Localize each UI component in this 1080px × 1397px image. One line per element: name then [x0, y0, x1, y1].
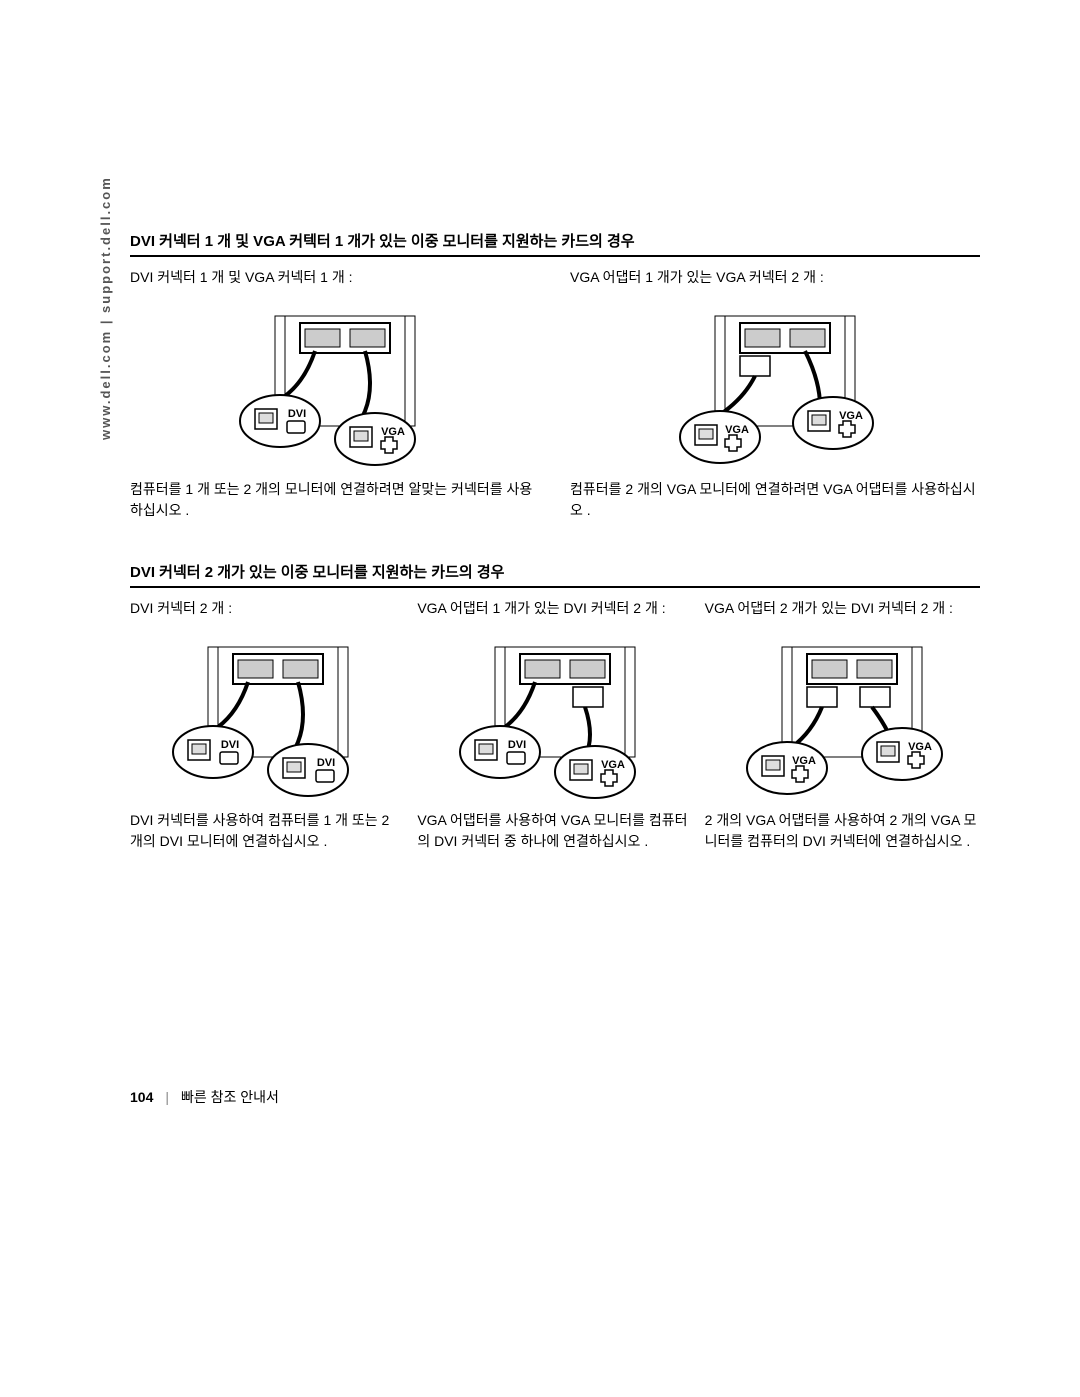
diagram-dvi-2vga-adapter: VGA VGA [705, 642, 980, 802]
page-number: 104 [130, 1089, 153, 1105]
section2-col3-top: VGA 어댑터 2 개가 있는 DVI 커넥터 2 개 : [705, 598, 980, 634]
section1-left: DVI 커넥터 1 개 및 VGA 커넥터 1 개 : DVI [130, 267, 540, 521]
page-footer: 104 | 빠른 참조 안내서 [130, 1087, 279, 1107]
section2-col2-top: VGA 어댑터 1 개가 있는 DVI 커넥터 2 개 : [417, 598, 692, 634]
section1-left-top: DVI 커넥터 1 개 및 VGA 커넥터 1 개 : [130, 267, 540, 303]
diagram-vga-vga: VGA VGA [570, 311, 980, 471]
diagram-dvi-dvi: DVI DVI [130, 642, 405, 802]
page-content: DVI 커넥터 1 개 및 VGA 커텍터 1 개가 있는 이중 모니터를 지원… [130, 230, 980, 892]
label-vga: VGA [908, 741, 932, 753]
label-vga: VGA [839, 410, 863, 422]
label-vga: VGA [725, 424, 749, 436]
section1-left-bottom: 컴퓨터를 1 개 또는 2 개의 모니터에 연결하려면 알맞는 커넥터를 사용하… [130, 479, 540, 521]
side-url: www.dell.com | support.dell.com [98, 176, 113, 440]
section2-col2-bottom: VGA 어댑터를 사용하여 VGA 모니터를 컴퓨터의 DVI 커넥터 중 하나… [417, 810, 692, 852]
label-vga: VGA [792, 755, 816, 767]
section1-header: DVI 커넥터 1 개 및 VGA 커텍터 1 개가 있는 이중 모니터를 지원… [130, 230, 980, 257]
label-dvi: DVI [288, 408, 306, 420]
footer-title: 빠른 참조 안내서 [181, 1087, 279, 1107]
section2-col1-bottom: DVI 커넥터를 사용하여 컴퓨터를 1 개 또는 2 개의 DVI 모니터에 … [130, 810, 405, 852]
section2-col1-top: DVI 커넥터 2 개 : [130, 598, 405, 634]
footer-divider-icon: | [165, 1089, 169, 1105]
section2-col2: VGA 어댑터 1 개가 있는 DVI 커넥터 2 개 : DVI [417, 598, 692, 852]
section2-col1: DVI 커넥터 2 개 : DVI [130, 598, 405, 852]
section2-col3: VGA 어댑터 2 개가 있는 DVI 커넥터 2 개 : V [705, 598, 980, 852]
section1-right: VGA 어댑터 1 개가 있는 VGA 커넥터 2 개 : V [570, 267, 980, 521]
section2-header: DVI 커넥터 2 개가 있는 이중 모니터를 지원하는 카드의 경우 [130, 561, 980, 588]
label-dvi: DVI [220, 739, 238, 751]
diagram-dvi-1vga-adapter: DVI VGA [417, 642, 692, 802]
label-dvi: DVI [316, 757, 334, 769]
label-vga: VGA [381, 426, 405, 438]
section2-col3-bottom: 2 개의 VGA 어댑터를 사용하여 2 개의 VGA 모니터를 컴퓨터의 DV… [705, 810, 980, 852]
diagram-dvi-vga: DVI VGA [130, 311, 540, 471]
section1-row: DVI 커넥터 1 개 및 VGA 커넥터 1 개 : DVI [130, 267, 980, 521]
section1-right-bottom: 컴퓨터를 2 개의 VGA 모니터에 연결하려면 VGA 어댑터를 사용하십시오… [570, 479, 980, 521]
section2-row: DVI 커넥터 2 개 : DVI [130, 598, 980, 852]
label-dvi: DVI [508, 739, 526, 751]
label-vga: VGA [601, 759, 625, 771]
section1-right-top: VGA 어댑터 1 개가 있는 VGA 커넥터 2 개 : [570, 267, 980, 303]
